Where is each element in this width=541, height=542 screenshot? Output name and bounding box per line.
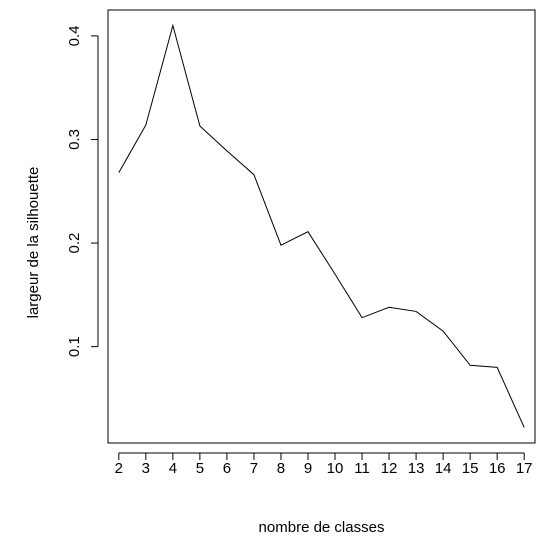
x-tick-label: 6: [223, 460, 231, 477]
x-tick-label: 7: [250, 460, 258, 477]
x-tick-label: 8: [277, 460, 285, 477]
x-tick-label: 10: [327, 460, 344, 477]
x-tick-label: 17: [516, 460, 533, 477]
x-tick-label: 14: [435, 460, 452, 477]
y-tick-label: 0.4: [66, 25, 83, 46]
x-tick-label: 13: [408, 460, 425, 477]
y-tick-label: 0.1: [66, 336, 83, 357]
x-axis-title: nombre de classes: [259, 519, 385, 536]
plot-frame: [107, 9, 536, 444]
x-tick-label: 5: [196, 460, 204, 477]
x-tick-label: 12: [381, 460, 398, 477]
x-tick-label: 11: [354, 460, 370, 477]
y-axis-title: largeur de la silhouette: [25, 167, 42, 319]
y-tick-label: 0.2: [66, 233, 83, 254]
x-ticks: 2 3 4 5 6 7 8 9 10 11 12 13 14 15 16 17: [115, 453, 533, 477]
x-tick-label: 16: [489, 460, 506, 477]
x-tick-label: 2: [115, 460, 123, 477]
x-tick-label: 15: [462, 460, 479, 477]
y-axis: 0.1 0.2 0.3 0.4: [66, 25, 99, 357]
x-tick-label: 3: [142, 460, 150, 477]
x-tick-label: 9: [304, 460, 312, 477]
y-ticks: 0.1 0.2 0.3 0.4: [66, 25, 98, 357]
x-axis: 2 3 4 5 6 7 8 9 10 11 12 13 14 15 16 17: [115, 452, 533, 477]
y-tick-label: 0.3: [66, 129, 83, 150]
x-tick-label: 4: [169, 460, 177, 477]
series-line: [118, 23, 525, 428]
